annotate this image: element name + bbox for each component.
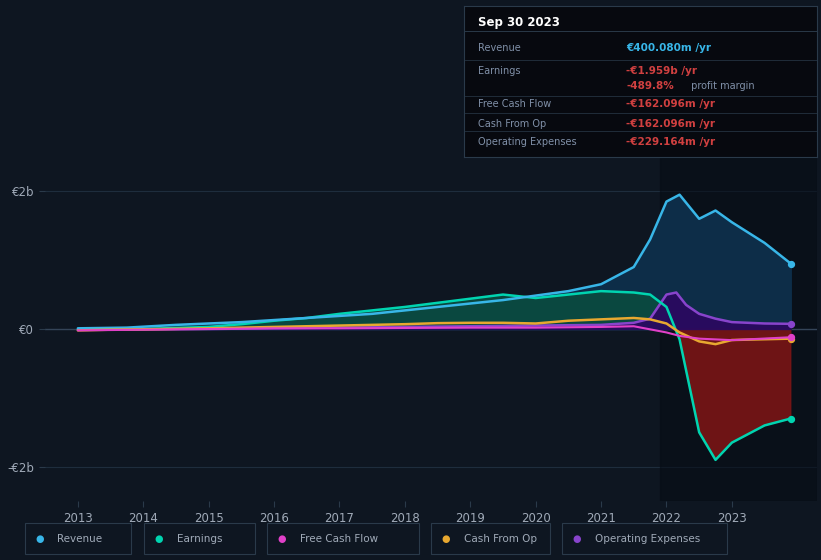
Text: Sep 30 2023: Sep 30 2023 <box>478 16 560 29</box>
Text: Earnings: Earnings <box>478 66 521 76</box>
Bar <box>660 157 817 501</box>
Text: -€162.096m /yr: -€162.096m /yr <box>626 119 715 129</box>
Text: Cash From Op: Cash From Op <box>464 534 537 544</box>
Text: ●: ● <box>573 534 581 544</box>
Point <box>784 414 797 423</box>
Point <box>784 333 797 342</box>
Text: Free Cash Flow: Free Cash Flow <box>300 534 378 544</box>
Text: profit margin: profit margin <box>688 81 754 91</box>
Text: -489.8%: -489.8% <box>626 81 674 91</box>
Point <box>784 319 797 328</box>
Text: ●: ● <box>442 534 450 544</box>
Text: Revenue: Revenue <box>478 43 521 53</box>
Text: -€162.096m /yr: -€162.096m /yr <box>626 99 715 109</box>
Text: ●: ● <box>277 534 286 544</box>
Text: Earnings: Earnings <box>177 534 222 544</box>
Text: Revenue: Revenue <box>57 534 103 544</box>
Text: Free Cash Flow: Free Cash Flow <box>478 99 551 109</box>
Text: Cash From Op: Cash From Op <box>478 119 546 129</box>
Text: €400.080m /yr: €400.080m /yr <box>626 43 711 53</box>
Text: -€1.959b /yr: -€1.959b /yr <box>626 66 697 76</box>
Text: -€229.164m /yr: -€229.164m /yr <box>626 137 715 147</box>
Text: Operating Expenses: Operating Expenses <box>478 137 576 147</box>
Text: Operating Expenses: Operating Expenses <box>595 534 700 544</box>
Text: ●: ● <box>35 534 44 544</box>
Point <box>784 334 797 343</box>
Text: ●: ● <box>154 534 163 544</box>
Point <box>784 259 797 268</box>
